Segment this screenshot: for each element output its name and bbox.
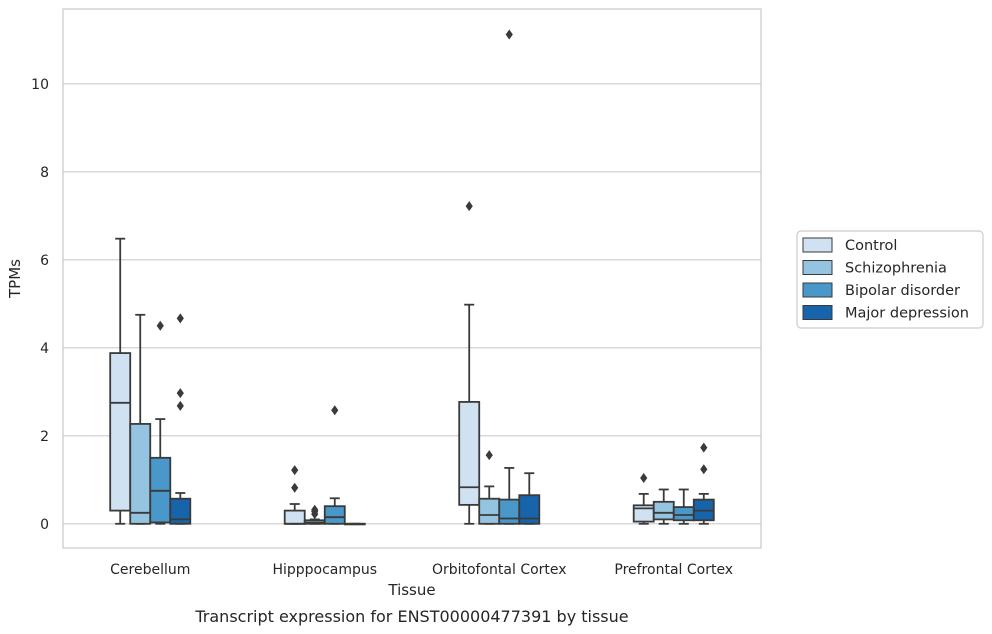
outlier-point — [700, 442, 708, 453]
plot-frame — [62, 8, 762, 549]
y-tick-label: 2 — [40, 429, 49, 445]
box-major-depression — [343, 522, 366, 526]
y-tick-label: 10 — [31, 77, 49, 93]
outlier-point — [176, 400, 184, 411]
box-major-depression — [692, 442, 715, 525]
outlier-point — [485, 450, 493, 461]
outlier-point — [176, 313, 184, 324]
box-iqr — [478, 497, 501, 525]
x-axis-ticks: Cerebellum Hipppocampus Orbitofontal Corte… — [110, 562, 733, 578]
outlier-point — [156, 320, 164, 331]
chart-title: Transcript expression for ENST0000047739… — [194, 607, 628, 626]
box-control — [109, 237, 132, 525]
box-schizophrenia — [303, 504, 326, 525]
box-schizophrenia — [129, 313, 152, 525]
box-iqr — [283, 509, 306, 525]
legend-label: Control — [845, 238, 897, 254]
x-tick-label: Prefrontal Cortex — [614, 562, 733, 578]
box-iqr — [109, 352, 132, 512]
box-iqr — [518, 494, 541, 525]
box-control — [632, 473, 655, 525]
box-schizophrenia — [478, 450, 501, 525]
outlier-point — [291, 465, 299, 476]
legend-swatch — [802, 282, 833, 298]
legend-label: Bipolar disorder — [845, 283, 960, 299]
outlier-point — [640, 473, 648, 484]
x-tick-label: Hipppocampus — [272, 562, 377, 578]
box-control — [458, 201, 481, 525]
y-tick-label: 6 — [40, 253, 49, 269]
y-tick-label: 4 — [40, 341, 49, 357]
box-bipolar-disorder — [323, 405, 346, 525]
box-control — [283, 465, 306, 525]
outlier-point — [176, 388, 184, 399]
box-iqr — [323, 505, 346, 525]
box-iqr — [458, 401, 481, 506]
box-iqr — [169, 497, 192, 525]
y-tick-label: 0 — [40, 517, 49, 533]
box-major-depression — [169, 313, 192, 525]
legend-swatch — [802, 237, 833, 253]
y-axis-ticks: 0 2 4 6 8 10 — [31, 77, 49, 533]
x-tick-label: Cerebellum — [110, 562, 190, 578]
y-tick-label: 8 — [40, 165, 49, 181]
box-plot-marks — [109, 29, 715, 526]
box-bipolar-disorder — [672, 488, 695, 525]
x-axis-label: Tissue — [387, 581, 435, 599]
box-major-depression — [518, 472, 541, 525]
box-iqr — [652, 500, 675, 521]
outlier-point — [700, 464, 708, 475]
y-axis-label: TPMs — [6, 259, 24, 299]
legend-swatch — [802, 305, 833, 320]
box-iqr — [129, 423, 152, 525]
box-bipolar-disorder — [498, 29, 521, 525]
legend-swatch — [802, 260, 833, 275]
legend: Control Schizophrenia Bipolar disorder Majo… — [796, 230, 984, 329]
box-schizophrenia — [652, 488, 675, 525]
legend-frame — [796, 230, 984, 329]
x-tick-label: Orbitofontal Cortex — [432, 562, 567, 578]
outlier-point — [505, 29, 513, 40]
box-bipolar-disorder — [149, 320, 172, 525]
outlier-point — [465, 201, 473, 212]
box-iqr — [498, 498, 521, 525]
legend-label: Schizophrenia — [845, 261, 947, 277]
outlier-point — [331, 405, 339, 416]
legend-label: Major depression — [845, 306, 969, 322]
outlier-point — [291, 482, 299, 493]
outlier-point — [311, 504, 319, 515]
box-iqr — [672, 506, 695, 522]
